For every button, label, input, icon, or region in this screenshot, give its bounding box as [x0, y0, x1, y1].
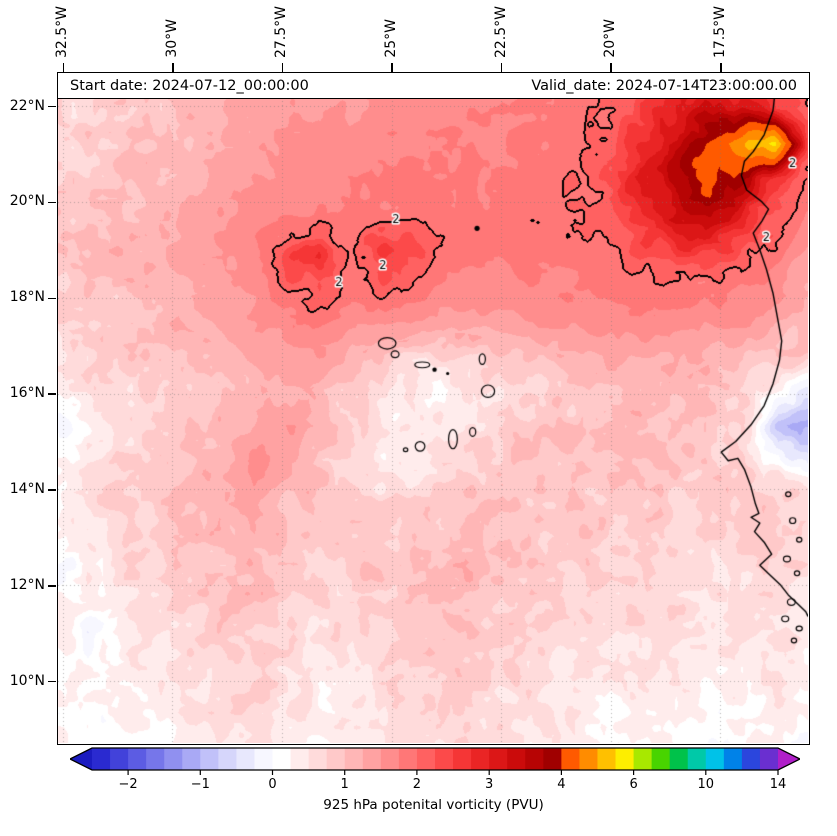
x-tick-label: 32.5°W [54, 5, 71, 58]
colorbar-segment [543, 748, 562, 770]
y-tick-label: 18°N [9, 289, 45, 306]
colorbar-svg: −2 −1 0 1 2 3 4 6 10 14 [68, 747, 802, 792]
y-tick-mark [48, 489, 56, 491]
colorbar-segment [92, 748, 111, 770]
x-tick-label: 17.5°W [711, 5, 728, 58]
colorbar-segment [290, 748, 310, 770]
colorbar-segment [398, 748, 418, 770]
y-tick-mark [48, 393, 56, 395]
colorbar-segment [507, 748, 526, 770]
colorbar-segment [489, 748, 508, 770]
colorbar-tick-label: −2 [119, 777, 138, 792]
y-tick-mark [48, 585, 56, 587]
date-header-strip: Start date: 2024-07-12_00:00:00 Valid_da… [58, 73, 809, 99]
colorbar-segment [651, 748, 671, 770]
colorbar-tick-label: −1 [191, 777, 210, 792]
colorbar-tick-label: 0 [268, 777, 276, 792]
colorbar-segment [705, 748, 725, 770]
colorbar-segment [471, 748, 490, 770]
colorbar: −2 −1 0 1 2 3 4 6 10 14 [68, 747, 802, 795]
colorbar-segment [759, 748, 779, 770]
colorbar-segment [110, 748, 129, 770]
y-tick-label: 12°N [9, 576, 45, 593]
y-tick-label: 16°N [9, 385, 45, 402]
y-tick-label: 20°N [9, 193, 45, 210]
colorbar-segment [326, 748, 346, 770]
start-date-text: Start date: 2024-07-12_00:00:00 [70, 77, 309, 94]
x-tick-mark [391, 63, 393, 72]
y-tick-label: 22°N [9, 97, 45, 114]
colorbar-segment [416, 748, 436, 770]
colorbar-segment [380, 748, 400, 770]
x-tick-mark [172, 63, 174, 72]
colorbar-segment [362, 748, 382, 770]
colorbar-segment [525, 748, 544, 770]
y-tick-label: 14°N [9, 480, 45, 497]
colorbar-segment [579, 748, 599, 770]
x-tick-mark [610, 63, 612, 72]
colorbar-tick-label: 10 [698, 777, 715, 792]
colorbar-segment [272, 748, 292, 770]
colorbar-segment [669, 748, 689, 770]
colorbar-segment [633, 748, 653, 770]
colorbar-tick-label: 14 [770, 777, 787, 792]
colorbar-left-arrow [70, 748, 92, 770]
colorbar-segment [741, 748, 761, 770]
x-tick-mark [62, 63, 65, 72]
colorbar-segment [218, 748, 238, 770]
colorbar-segment [344, 748, 364, 770]
colorbar-segment [146, 748, 165, 770]
x-tick-label: 25°W [383, 19, 400, 58]
colorbar-tick-label: 1 [341, 777, 349, 792]
colorbar-tick-label: 6 [629, 777, 637, 792]
x-tick-label: 27.5°W [273, 5, 290, 58]
colorbar-right-arrow [778, 748, 800, 770]
valid-date-text: Valid_date: 2024-07-14T23:00:00.00 [531, 77, 797, 94]
colorbar-segment [200, 748, 219, 770]
colorbar-segment [723, 748, 743, 770]
colorbar-segment [615, 748, 635, 770]
colorbar-segment [687, 748, 707, 770]
colorbar-segment [597, 748, 617, 770]
colorbar-tick-label: 3 [485, 777, 493, 792]
pv-field-canvas [58, 73, 808, 743]
y-tick-label: 10°N [9, 672, 45, 689]
y-tick-mark [48, 201, 56, 204]
colorbar-segment [435, 748, 454, 770]
x-tick-label: 30°W [163, 19, 180, 58]
colorbar-segment [164, 748, 183, 770]
x-tick-mark [500, 63, 503, 72]
x-tick-label: 22.5°W [492, 5, 509, 58]
y-tick-mark [48, 680, 56, 683]
colorbar-tick-label: 2 [413, 777, 421, 792]
colorbar-segment [308, 748, 328, 770]
colorbar-segment [236, 748, 256, 770]
colorbar-title: 925 hPa potenital vorticity (PVU) [323, 797, 544, 813]
colorbar-tick-label: 4 [557, 777, 565, 792]
x-tick-mark [281, 63, 284, 72]
colorbar-segment [453, 748, 472, 770]
y-tick-mark [48, 297, 56, 300]
colorbar-segment [254, 748, 274, 770]
x-tick-label: 20°W [602, 19, 619, 58]
map-plot-area: Start date: 2024-07-12_00:00:00 Valid_da… [57, 72, 810, 745]
colorbar-segment [561, 748, 581, 770]
x-tick-mark [720, 63, 722, 72]
y-tick-mark [48, 105, 56, 108]
colorbar-segment [182, 748, 201, 770]
colorbar-segment [128, 748, 147, 770]
